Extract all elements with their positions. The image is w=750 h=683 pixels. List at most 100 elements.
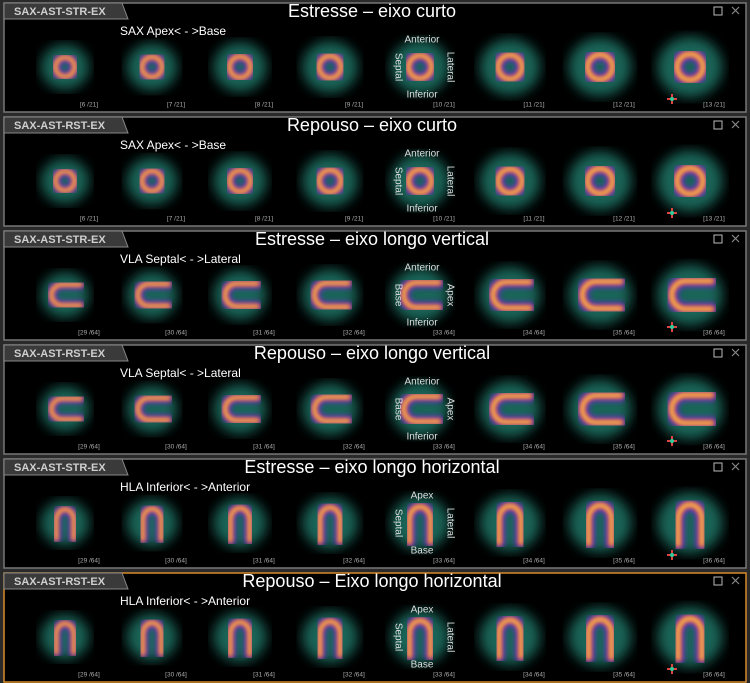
slice-image xyxy=(391,40,449,94)
orientation-label: HLA Inferior< - >Anterior xyxy=(120,480,250,494)
panel-title: Estresse – eixo longo horizontal xyxy=(244,457,499,477)
slice-image xyxy=(480,153,540,209)
marker-top: Apex xyxy=(411,491,434,502)
slice-image xyxy=(657,264,723,326)
marker-bottom: Inferior xyxy=(406,432,438,443)
slice-image xyxy=(391,610,449,664)
image-glow xyxy=(391,40,449,94)
myocardium xyxy=(54,56,76,78)
slice-label: [31 /64] xyxy=(253,444,275,451)
orientation-dot xyxy=(670,97,674,101)
slice-label: [30 /64] xyxy=(165,672,187,679)
marker-left: Base xyxy=(392,284,403,307)
orientation-dot xyxy=(670,439,674,443)
maximize-icon xyxy=(713,462,723,472)
myocardium xyxy=(140,55,164,79)
myocardium xyxy=(313,395,350,423)
slice-image xyxy=(302,383,358,435)
slice-label: [10 /21] xyxy=(433,102,455,109)
slice-image xyxy=(213,270,267,320)
image-glow xyxy=(41,158,89,204)
slice-image xyxy=(302,41,358,93)
maximize-icon xyxy=(713,6,723,16)
orientation-dot xyxy=(670,325,674,329)
panel-title: Repouso – eixo longo vertical xyxy=(254,343,490,363)
myocardium xyxy=(50,397,82,421)
myocardium xyxy=(229,621,251,656)
myocardium xyxy=(318,506,342,543)
slice-image xyxy=(213,498,267,548)
slice-image xyxy=(126,271,178,319)
slice-image xyxy=(41,500,89,546)
slice-label: [36 /64] xyxy=(703,330,725,337)
marker-top: Anterior xyxy=(404,35,440,46)
slice-label: [11 /21] xyxy=(523,216,544,223)
slice-label: [34 /64] xyxy=(523,444,545,451)
slice-label: [32 /64] xyxy=(343,330,365,337)
slice-image xyxy=(657,492,723,554)
slice-image xyxy=(302,155,358,207)
marker-bottom: Inferior xyxy=(406,204,438,215)
myocardium xyxy=(55,508,75,540)
myocardium xyxy=(136,283,170,307)
slice-label: [6 /21] xyxy=(80,102,98,109)
slice-label: [11 /21] xyxy=(523,102,544,109)
slice-label: [36 /64] xyxy=(703,558,725,565)
image-glow xyxy=(480,39,540,95)
myocardium xyxy=(586,53,614,81)
slice-image xyxy=(126,499,178,547)
panel-tab xyxy=(3,344,129,362)
orientation-dot xyxy=(670,211,674,215)
slice-label: [33 /64] xyxy=(433,444,455,451)
slice-label: [30 /64] xyxy=(165,558,187,565)
slice-label: [30 /64] xyxy=(165,444,187,451)
slice-image xyxy=(657,606,723,668)
image-glow xyxy=(213,156,267,206)
slice-image xyxy=(213,156,267,206)
slice-image xyxy=(568,493,632,553)
maximize-icon xyxy=(713,348,723,358)
myocardium xyxy=(581,394,623,424)
myocardium xyxy=(317,54,343,80)
image-glow xyxy=(302,41,358,93)
marker-top: Anterior xyxy=(404,149,440,160)
slice-label: [33 /64] xyxy=(433,558,455,565)
panel-tab xyxy=(3,572,129,590)
slice-image xyxy=(213,612,267,662)
myocardium xyxy=(407,54,433,80)
slice-label: [10 /21] xyxy=(433,216,455,223)
image-glow xyxy=(302,155,358,207)
slice-label: [31 /64] xyxy=(253,672,275,679)
slice-label: [7 /21] xyxy=(167,216,185,223)
slice-label: [8 /21] xyxy=(255,216,273,223)
myocardium xyxy=(317,168,343,194)
slice-image xyxy=(302,497,358,549)
orientation-label: SAX Apex< - >Base xyxy=(120,24,226,38)
orientation-label: SAX Apex< - >Base xyxy=(120,138,226,152)
slice-label: [36 /64] xyxy=(703,444,725,451)
slice-image xyxy=(391,154,449,208)
slice-image xyxy=(568,37,632,97)
marker-top: Anterior xyxy=(404,263,440,274)
image-glow xyxy=(657,150,723,212)
myocardium xyxy=(50,283,82,307)
myocardium xyxy=(54,170,76,192)
close-icon xyxy=(731,348,740,357)
myocardium xyxy=(497,618,523,659)
slice-image xyxy=(480,609,540,665)
slice-label: [32 /64] xyxy=(343,672,365,679)
myocardium xyxy=(224,396,259,422)
slice-image xyxy=(213,42,267,92)
slice-image xyxy=(126,157,178,205)
slice-image xyxy=(480,39,540,95)
myocardium xyxy=(581,280,623,310)
image-glow xyxy=(480,153,540,209)
slice-label: [12 /21] xyxy=(613,102,635,109)
slice-label: [29 /64] xyxy=(78,444,100,451)
panel-title: Repouso – Eixo longo horizontal xyxy=(242,571,501,591)
myocardium xyxy=(496,167,524,195)
slice-label: [6 /21] xyxy=(80,216,98,223)
panel-tab xyxy=(3,458,129,476)
myocardium xyxy=(228,169,252,193)
